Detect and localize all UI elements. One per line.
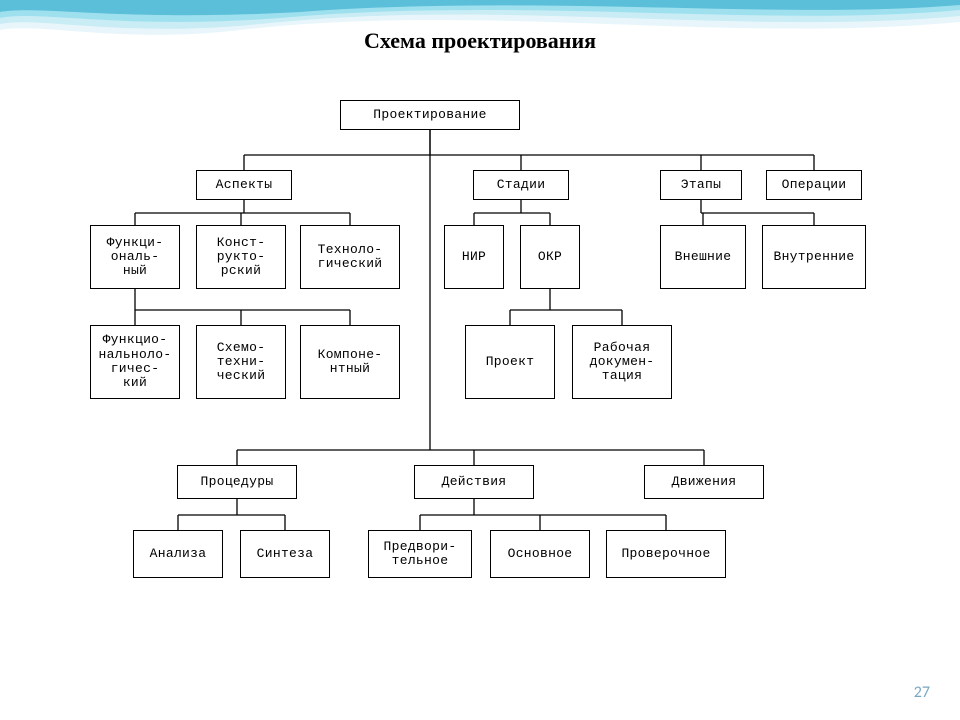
node-int: Внутренние <box>762 225 866 289</box>
node-tech: Техноло- гический <box>300 225 400 289</box>
design-diagram: Проектирование Аспекты Стадии Этапы Операции… <box>0 85 960 685</box>
node-nir: НИР <box>444 225 504 289</box>
page-number: 27 <box>914 683 930 702</box>
node-docs: Рабочая докумен- тация <box>572 325 672 399</box>
node-stages: Стадии <box>473 170 569 200</box>
page-title: Схема проектирования <box>0 28 960 54</box>
node-check: Проверочное <box>606 530 726 578</box>
node-steps: Этапы <box>660 170 742 200</box>
node-proc: Процедуры <box>177 465 297 499</box>
node-actions: Действия <box>414 465 534 499</box>
node-project: Проект <box>465 325 555 399</box>
node-func1: Функци- ональ- ный <box>90 225 180 289</box>
node-prelim: Предвори- тельное <box>368 530 472 578</box>
node-main: Основное <box>490 530 590 578</box>
node-synth: Синтеза <box>240 530 330 578</box>
node-ext: Внешние <box>660 225 746 289</box>
node-analysis: Анализа <box>133 530 223 578</box>
node-schemo: Схемо- техни- ческий <box>196 325 286 399</box>
node-okr: ОКР <box>520 225 580 289</box>
node-constr: Конст- рукто- рский <box>196 225 286 289</box>
node-compon: Компоне- нтный <box>300 325 400 399</box>
node-root: Проектирование <box>340 100 520 130</box>
node-funclog: Функцио- нальноло- гичес- кий <box>90 325 180 399</box>
node-moves: Движения <box>644 465 764 499</box>
node-ops: Операции <box>766 170 862 200</box>
node-aspects: Аспекты <box>196 170 292 200</box>
